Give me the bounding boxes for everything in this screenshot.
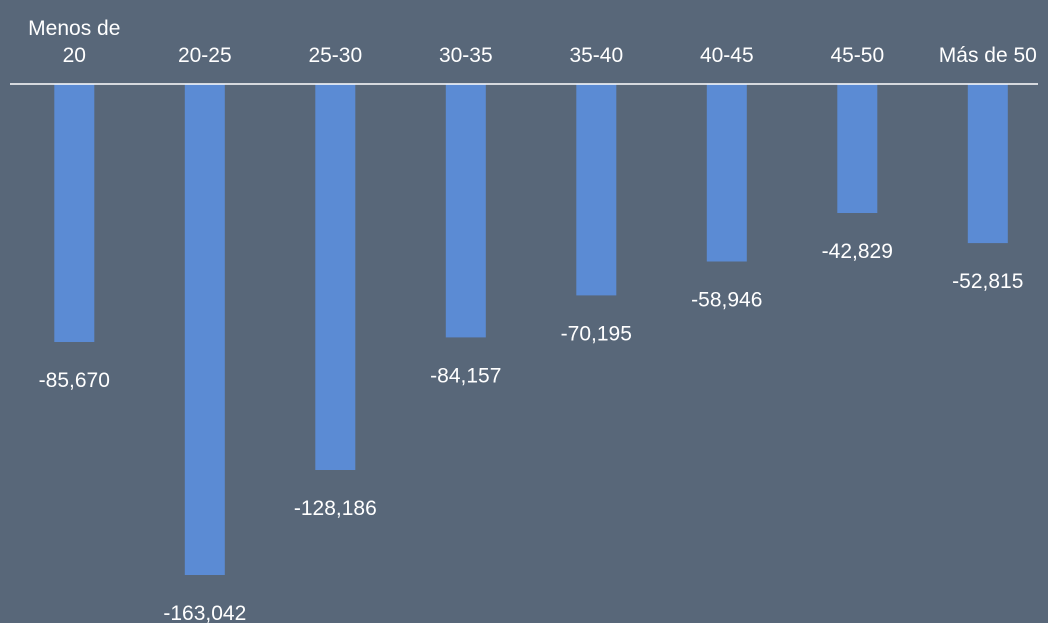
bar-7 xyxy=(837,84,878,213)
category-label-2: 20-25 xyxy=(178,44,232,67)
data-label-6: -58,946 xyxy=(691,289,762,312)
bar-6 xyxy=(706,84,747,262)
bar-8 xyxy=(967,84,1008,244)
data-label-1: -85,670 xyxy=(39,369,110,392)
bar-1 xyxy=(54,84,95,342)
data-label-8: -52,815 xyxy=(952,270,1023,293)
category-label-7: 45-50 xyxy=(830,44,884,67)
category-label-8: Más de 50 xyxy=(939,44,1037,67)
bar-3 xyxy=(315,84,356,470)
bar-5 xyxy=(576,84,617,296)
data-labels-layer: -85,670 -163,042 -128,186 -84,157 -70,195 -58… xyxy=(39,240,1024,623)
category-label-3: 25-30 xyxy=(308,44,362,67)
category-label-5: 35-40 xyxy=(569,44,623,67)
data-label-4: -84,157 xyxy=(430,364,501,387)
data-label-2: -163,042 xyxy=(163,602,246,623)
category-label-6: 40-45 xyxy=(700,44,754,67)
bars-layer xyxy=(54,84,1008,575)
category-label-1: Menos de 20 xyxy=(28,17,120,67)
data-label-5: -70,195 xyxy=(561,322,632,345)
category-label-4: 30-35 xyxy=(439,44,493,67)
bar-2 xyxy=(184,84,225,575)
category-labels-layer: Menos de 20 20-25 25-30 30-35 35-40 40-45 45-50… xyxy=(28,17,1037,67)
data-label-3: -128,186 xyxy=(294,497,377,520)
bar-4 xyxy=(445,84,486,338)
data-label-7: -42,829 xyxy=(822,240,893,263)
